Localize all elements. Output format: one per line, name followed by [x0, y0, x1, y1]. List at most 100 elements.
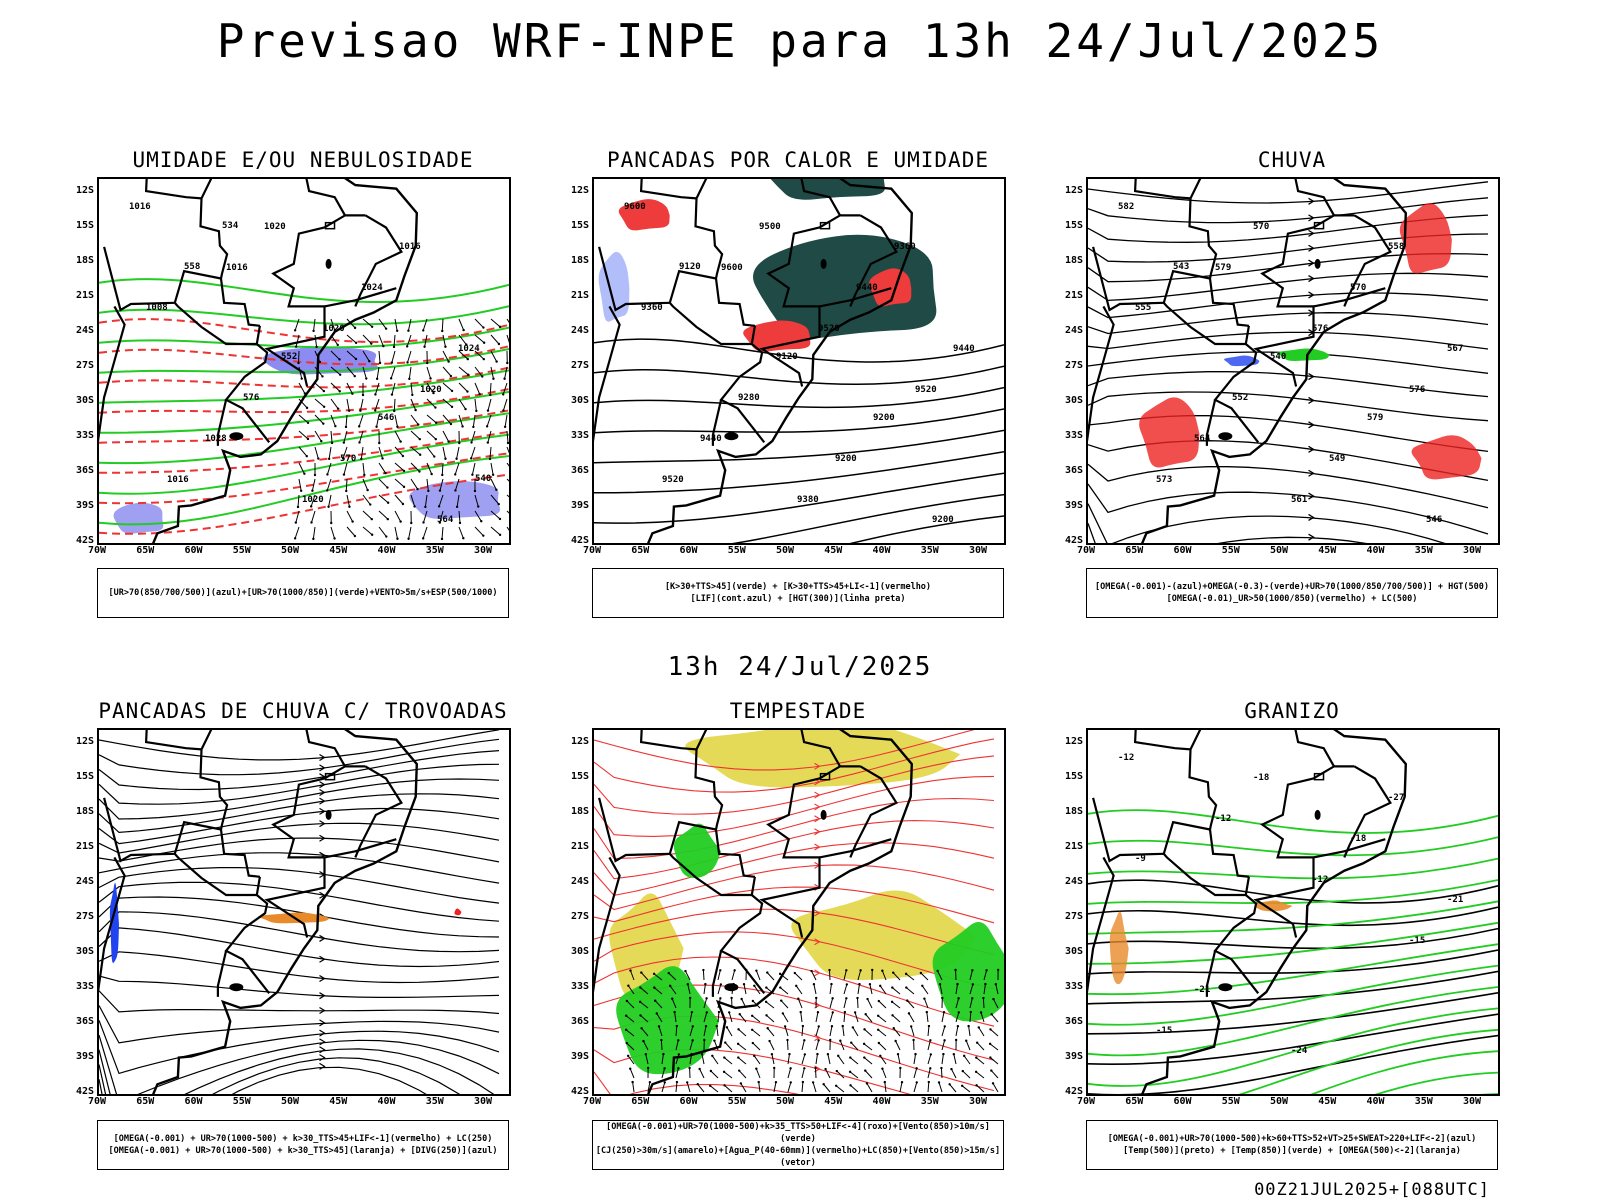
- geography-outlines: [1088, 730, 1408, 1094]
- contour-label: 558: [1388, 242, 1404, 252]
- main-title: Previsao WRF-INPE para 13h 24/Jul/2025: [216, 14, 1384, 68]
- contour-label: -9: [1135, 854, 1146, 864]
- lon-tick-label: 60W: [679, 1096, 698, 1107]
- contour-label: 540: [1270, 352, 1286, 362]
- contour-label: -18: [1253, 773, 1269, 783]
- lon-tick-label: 45W: [1318, 1096, 1337, 1107]
- lat-tick-label: 33S: [570, 981, 589, 992]
- lat-tick-label: 39S: [570, 500, 589, 511]
- contour-label: 9440: [700, 434, 722, 444]
- contour-label: 1020: [264, 222, 286, 232]
- contour-label: 9200: [835, 454, 857, 464]
- map-canvas: 582 579 576 576 573 570 570 567 564 561 558 555 552 5…: [1088, 179, 1489, 543]
- lat-tick-label: 24S: [1064, 876, 1083, 887]
- lon-tick-label: 40W: [872, 1096, 891, 1107]
- lat-tick-label: 42S: [570, 1086, 589, 1097]
- panel-title-tempestade: TEMPESTADE: [729, 699, 867, 723]
- lon-tick-label: 30W: [1462, 545, 1482, 556]
- lat-tick-label: 36S: [570, 465, 589, 476]
- wind-area: [616, 966, 720, 1075]
- legend-line: [OMEGA(-0.001)+UR>70(1000-500)+k>35_TTS>…: [606, 1122, 990, 1144]
- moisture-high-area: [113, 502, 164, 534]
- panel-title-pancadas-calor: PANCADAS POR CALOR E UMIDADE: [606, 148, 989, 172]
- legend-line: [OMEGA(-0.01)_UR>50(1000/850)(vermelho) …: [1166, 594, 1418, 604]
- lat-tick-label: 18S: [570, 806, 589, 817]
- lon-tick-label: 55W: [1221, 1096, 1240, 1107]
- legend-line: [OMEGA(-0.001) + UR>70(1000-500) + k>30_…: [113, 1134, 493, 1144]
- map-canvas: 1016 1016 1020 1020 1016 1020 1024 1024 1028 1020…: [99, 179, 509, 543]
- contour-label: 9440: [953, 344, 975, 354]
- lat-tick-label: 24S: [75, 325, 94, 336]
- contour-label: 546: [378, 413, 394, 423]
- lat-tick-label: 39S: [1064, 1051, 1083, 1062]
- lat-tick-label: 42S: [1064, 535, 1083, 546]
- lat-tick-label: 36S: [75, 465, 94, 476]
- lat-tick-label: 24S: [1064, 325, 1083, 336]
- contour-label: 576: [1409, 385, 1425, 395]
- lat-tick-label: 12S: [1064, 185, 1083, 196]
- lat-tick-label: 39S: [75, 500, 94, 511]
- lon-tick-label: 45W: [329, 1096, 348, 1107]
- lon-tick-label: 60W: [184, 545, 203, 556]
- lon-tick-label: 35W: [920, 545, 939, 556]
- lat-tick-label: 18S: [1064, 806, 1083, 817]
- lat-tick-label: 12S: [75, 185, 94, 196]
- lon-tick-label: 35W: [920, 1096, 939, 1107]
- legend-line: [OMEGA(-0.001)+UR>70(1000-500)+k>60+TTS>…: [1107, 1134, 1477, 1144]
- contour-label: -21: [1447, 895, 1463, 905]
- lat-tick-label: 30S: [1064, 946, 1083, 957]
- contour-labels: 1016 1016 1020 1020 1016 1020 1024 1024 1028 1020…: [129, 202, 491, 525]
- lat-tick-label: 18S: [75, 806, 94, 817]
- lon-tick-label: 55W: [232, 1096, 251, 1107]
- lon-tick-label: 40W: [1366, 1096, 1385, 1107]
- jet-area: [685, 730, 961, 788]
- hgt300-contours: [594, 338, 1004, 543]
- moisture-high-area: [262, 346, 378, 375]
- stable-convection-area: [770, 179, 885, 200]
- legend-line: [Temp(500)](preto) + [Temp(850)](verde) …: [1123, 1146, 1461, 1156]
- contour-label: -24: [1291, 1046, 1308, 1056]
- lon-tick-label: 45W: [824, 1096, 843, 1107]
- lat-tick-label: 42S: [75, 1086, 94, 1097]
- lat-tick-label: 15S: [1064, 220, 1083, 231]
- lon-tick-label: 45W: [329, 545, 348, 556]
- lat-tick-label: 12S: [570, 736, 589, 747]
- temp850-contours: [1088, 809, 1498, 1094]
- contour-label: 549: [1329, 454, 1345, 464]
- contour-label: 9120: [679, 262, 701, 272]
- contour-label: -18: [1350, 834, 1366, 844]
- legend-pancadas-calor: [K>30+TTS>45](verde) + [K>30+TTS>45+LI<-…: [592, 568, 1004, 618]
- lon-tick-label: 45W: [1318, 545, 1337, 556]
- contour-label: 576: [243, 393, 259, 403]
- lat-tick-label: 12S: [75, 736, 94, 747]
- contour-label: 1016: [167, 475, 189, 485]
- lon-tick-label: 55W: [232, 545, 251, 556]
- contour-label: -15: [1156, 1026, 1172, 1036]
- lon-tick-label: 50W: [1269, 1096, 1289, 1107]
- contour-label: 9500: [759, 222, 781, 232]
- lat-tick-label: 30S: [1064, 395, 1083, 406]
- legend-granizo: [OMEGA(-0.001)+UR>70(1000-500)+k>60+TTS>…: [1086, 1120, 1498, 1170]
- lat-tick-label: 36S: [570, 1016, 589, 1027]
- lon-tick-label: 30W: [968, 1096, 988, 1107]
- legend-line: [CJ(250)>30m/s](amarelo)+[Agua_P(40-60mm…: [595, 1146, 1001, 1168]
- lat-tick-label: 33S: [1064, 430, 1083, 441]
- contour-labels: -12 -12 -12 -15 -15 -18 -18 -21 -21 -24 -27 -9: [1118, 753, 1463, 1056]
- contour-label: 1016: [129, 202, 151, 212]
- contour-label: 564: [437, 515, 454, 525]
- rain-red-area: [1411, 435, 1482, 480]
- lon-tick-label: 70W: [582, 545, 602, 556]
- lat-tick-label: 27S: [570, 360, 589, 371]
- legend-tempestade: [OMEGA(-0.001)+UR>70(1000-500)+k>35_TTS>…: [592, 1120, 1004, 1170]
- lat-tick-label: 42S: [1064, 1086, 1083, 1097]
- contour-label: 573: [1156, 475, 1172, 485]
- lon-tick-label: 70W: [87, 1096, 107, 1107]
- contour-label: 579: [1215, 263, 1231, 273]
- contour-label: 564: [1194, 434, 1211, 444]
- lat-tick-label: 15S: [75, 771, 94, 782]
- contour-label: 576: [1312, 324, 1328, 334]
- lat-tick-label: 36S: [75, 1016, 94, 1027]
- map-canvas: -12 -12 -12 -15 -15 -18 -18 -21 -21 -24 -27 -9: [1088, 730, 1498, 1094]
- contour-labels: 9600 9600 9520 9520 9520 9500 9440 9440 9440 9380…: [624, 202, 975, 525]
- lon-tick-label: 50W: [1269, 545, 1289, 556]
